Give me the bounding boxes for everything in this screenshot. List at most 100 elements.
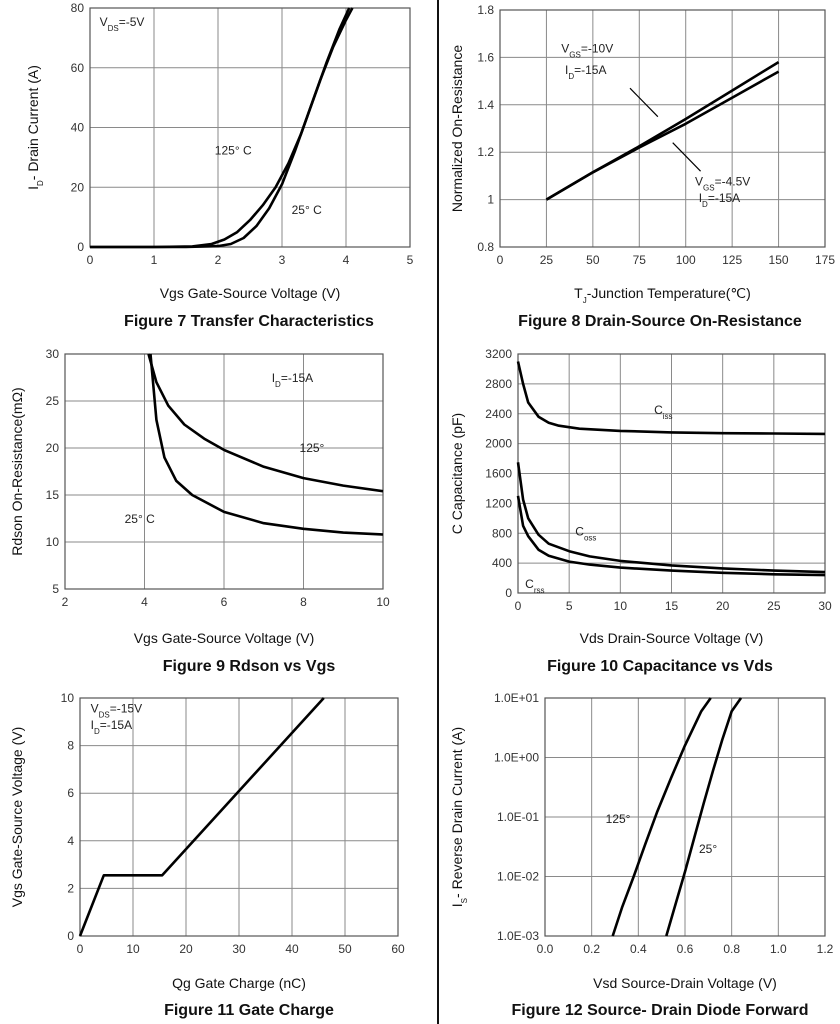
fig7-xtick-label: 0 (87, 253, 94, 267)
fig9-y-axis-label: Rdson On-Resistance(mΩ) (9, 387, 25, 555)
fig8-y-axis-label: Normalized On-Resistance (449, 45, 465, 212)
fig8-ytick-label: 0.8 (477, 240, 494, 254)
fig9-x-axis-label: Vgs Gate-Source Voltage (V) (134, 630, 315, 646)
fig8-xtick-label: 50 (586, 253, 600, 267)
fig9-ytick-label: 10 (46, 535, 60, 549)
fig10-ytick-label: 3200 (485, 347, 512, 361)
fig12-ytick-label: 1.0E-01 (497, 810, 539, 824)
fig10-ytick-label: 1200 (485, 496, 512, 510)
fig12-annotation: 125° (606, 812, 631, 826)
fig7-y-axis-label: ID- Drain Current (A) (25, 65, 45, 190)
fig8-annotation: ID=-15A (699, 191, 740, 209)
fig11-xtick-label: 0 (77, 942, 84, 956)
fig8-arrow-10v (629, 87, 659, 118)
fig9-series-line-0 (147, 353, 384, 493)
fig9-ytick-label: 20 (46, 441, 60, 455)
fig9-xtick-label: 4 (141, 595, 148, 609)
fig7-annotation: 125° C (215, 143, 252, 157)
fig12-chart: 0.0 0.2 0.4 0.6 0.8 1.0 1.2 1.0E-03 1.0E-02 1.0E-… (449, 691, 834, 1019)
fig11-xtick-label: 20 (179, 942, 193, 956)
fig7-xtick-label: 3 (279, 253, 286, 267)
fig9-xtick-label: 6 (221, 595, 228, 609)
fig11-ytick-label: 2 (67, 881, 74, 895)
fig10-x-axis-label: Vds Drain-Source Voltage (V) (580, 630, 764, 646)
fig9-ytick-label: 5 (52, 582, 59, 596)
fig11-ytick-label: 8 (67, 739, 74, 753)
fig11-ytick-label: 6 (67, 786, 74, 800)
fig10-chart: 0 5 10 15 20 25 30 0 400 800 1200 1600 2000 2400 2800 3… (449, 347, 832, 675)
fig11-figure-title: Figure 11 Gate Charge (164, 1002, 334, 1019)
fig10-series-line-2 (516, 495, 826, 577)
fig9-annotation: 125° (300, 441, 325, 455)
fig10-xtick-label: 30 (818, 599, 832, 613)
fig8-arrow-4p5v (672, 142, 702, 172)
fig7-chart: 0 1 2 3 4 5 0 20 40 60 80 VDS=-5V 125° C 25° C Vgs Gat… (25, 1, 414, 330)
fig12-ytick-label: 1.0E+01 (494, 691, 539, 705)
fig9-annotation: 25° C (125, 512, 155, 526)
fig10-ytick-label: 2800 (485, 377, 512, 391)
fig11-xtick-label: 40 (285, 942, 299, 956)
fig8-xtick-label: 150 (769, 253, 789, 267)
fig9-series-line-1 (149, 353, 384, 536)
fig7-xtick-label: 1 (151, 253, 158, 267)
fig10-xtick-label: 15 (665, 599, 679, 613)
fig11-annotation: VDS=-15V (91, 701, 143, 719)
fig10-xtick-label: 25 (767, 599, 781, 613)
fig7-plot-frame (89, 7, 411, 248)
fig8-chart: 0 25 50 75 100 125 150 175 0.8 1 1.2 1.4 1.6 1.8 VGS=-… (449, 3, 835, 330)
fig7-annotation: 25° C (292, 203, 322, 217)
fig12-xtick-label: 1.0 (770, 942, 787, 956)
fig11-ytick-label: 4 (67, 834, 74, 848)
fig12-figure-title: Figure 12 Source- Drain Diode Forward (512, 1002, 809, 1019)
fig11-annotation: ID=-15A (91, 718, 132, 736)
fig8-ytick-label: 1.8 (477, 3, 494, 17)
fig12-xtick-label: 0.8 (723, 942, 740, 956)
fig8-xtick-label: 0 (497, 253, 504, 267)
fig8-ytick-label: 1.4 (477, 98, 494, 112)
fig7-x-axis-label: Vgs Gate-Source Voltage (V) (160, 285, 341, 301)
column-divider (437, 0, 439, 1024)
fig12-ytick-label: 1.0E+00 (494, 751, 539, 765)
fig12-series-line-1 (665, 697, 743, 937)
fig11-xtick-label: 50 (338, 942, 352, 956)
fig8-figure-title: Figure 8 Drain-Source On-Resistance (518, 313, 802, 330)
fig12-ytick-label: 1.0E-02 (497, 870, 539, 884)
fig10-series-line-0 (516, 361, 826, 436)
fig8-ytick-label: 1.6 (477, 50, 494, 64)
fig10-ytick-label: 800 (492, 526, 512, 540)
fig10-xtick-label: 20 (716, 599, 730, 613)
fig7-xtick-label: 5 (407, 253, 414, 267)
fig10-annotation: Crss (525, 577, 544, 595)
fig8-ytick-label: 1 (487, 193, 494, 207)
fig9-ytick-label: 30 (46, 347, 60, 361)
fig7-xtick-label: 4 (343, 253, 350, 267)
fig8-annotation: ID=-15A (565, 63, 606, 81)
fig11-series-line-0 (78, 697, 325, 937)
fig7-annotation: VDS=-5V (100, 15, 145, 33)
fig12-series-line-0 (611, 697, 712, 937)
fig12-xtick-label: 1.2 (817, 942, 834, 956)
fig12-x-axis-label: Vsd Source-Drain Voltage (V) (593, 975, 777, 991)
fig7-ytick-label: 40 (71, 121, 85, 135)
fig9-xtick-label: 2 (62, 595, 69, 609)
fig8-x-axis-label: TJ-Junction Temperature(℃) (574, 285, 751, 305)
fig12-xtick-label: 0.6 (677, 942, 694, 956)
fig9-annotation: ID=-15A (272, 371, 313, 389)
fig12-xtick-label: 0.0 (537, 942, 554, 956)
fig10-ytick-label: 1600 (485, 467, 512, 481)
fig11-xtick-label: 30 (232, 942, 246, 956)
fig9-plot-frame (64, 353, 384, 590)
fig8-xtick-label: 100 (676, 253, 696, 267)
fig8-annotation: VGS=-10V (561, 42, 613, 60)
fig8-xtick-label: 125 (722, 253, 742, 267)
fig8-ytick-label: 1.2 (477, 145, 494, 159)
fig8-series-line-1 (545, 70, 780, 201)
fig9-xtick-label: 8 (300, 595, 307, 609)
fig9-chart: 2 4 6 8 10 5 10 15 20 25 30 ID=-15A 125° 25° C Vgs Gat… (9, 347, 390, 675)
fig12-xtick-label: 0.2 (583, 942, 600, 956)
fig9-xtick-label: 10 (376, 595, 390, 609)
fig12-annotation: 25° (699, 842, 717, 856)
fig7-series-line-1 (90, 7, 354, 249)
